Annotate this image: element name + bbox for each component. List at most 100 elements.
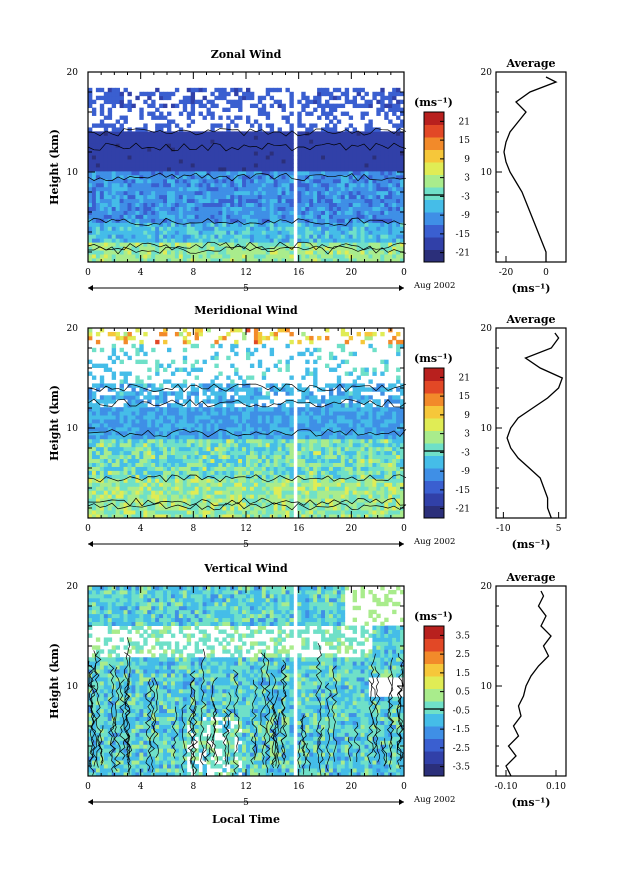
average-x-tick-label: 0 bbox=[543, 268, 549, 278]
x-tick-label: 8 bbox=[190, 524, 196, 534]
colorbar-swatch bbox=[424, 249, 444, 263]
average-profile-line bbox=[506, 332, 564, 519]
panel-3: Vertical Wind Height (km) 20 10 0 4 8 12 16 20 0 5 A… bbox=[48, 562, 567, 809]
panel-2: Meridional Wind Height (km) 20 10 0 4 8 12 16 20 0… bbox=[48, 304, 567, 551]
x-tick-label: 20 bbox=[346, 268, 358, 278]
y-tick-label: 20 bbox=[67, 68, 79, 78]
panel-title: Zonal Wind bbox=[211, 48, 282, 61]
average-x-tick-label: 0.10 bbox=[546, 782, 566, 792]
colorbar-tick-label: 15 bbox=[459, 136, 471, 146]
y-tick-label: 20 bbox=[67, 582, 79, 592]
x-tick-label: 0 bbox=[85, 524, 91, 534]
colorbar-swatch bbox=[424, 638, 444, 652]
colorbar-swatch bbox=[424, 443, 444, 456]
colorbar-swatch bbox=[424, 199, 444, 213]
x-tick-label: 0 bbox=[401, 524, 407, 534]
x-tick-label: 4 bbox=[138, 524, 144, 534]
colorbar-swatch bbox=[424, 626, 444, 639]
x-tick-label: 0 bbox=[85, 268, 91, 278]
heatmap-cells bbox=[88, 87, 405, 263]
average-x-tick-label: -20 bbox=[499, 268, 514, 278]
colorbar-frame bbox=[423, 625, 445, 777]
colorbar-swatch bbox=[424, 468, 444, 481]
average-profile: Average 20 10 -10 5 (ms⁻¹) bbox=[481, 313, 567, 551]
average-frame bbox=[495, 585, 567, 777]
colorbar-swatch bbox=[424, 393, 444, 406]
average-x-tick-label: -10 bbox=[496, 524, 511, 534]
colorbar-unit: (ms⁻¹) bbox=[414, 96, 453, 109]
panel-1: Zonal Wind Height (km) 20 10 0 4 8 12 16 20 0 5 Aug … bbox=[48, 48, 567, 295]
colorbar-tick-label: -2.5 bbox=[453, 744, 471, 754]
colorbar-swatch bbox=[424, 174, 444, 188]
colorbar-tick-label: -9 bbox=[461, 467, 470, 477]
colorbar-swatch bbox=[424, 368, 444, 381]
y-axis-label: Height (km) bbox=[48, 643, 61, 719]
colorbar-frame bbox=[423, 111, 445, 263]
x-axis-label: Local Time bbox=[212, 813, 280, 826]
colorbar-swatch bbox=[424, 212, 444, 225]
colorbar-swatch bbox=[424, 493, 444, 506]
colorbar-tick-label: 9 bbox=[464, 411, 470, 421]
average-y-tick-label: 10 bbox=[481, 682, 493, 692]
x-tick-label: 0 bbox=[401, 268, 407, 278]
heatmap-cells bbox=[88, 586, 405, 777]
y-tick-label: 20 bbox=[67, 324, 79, 334]
colorbar-swatch bbox=[424, 418, 444, 431]
average-profile-line bbox=[503, 76, 558, 262]
average-title: Average bbox=[505, 571, 555, 584]
average-title: Average bbox=[505, 313, 555, 326]
average-frame bbox=[495, 71, 567, 263]
x-tick-label: 4 bbox=[138, 782, 144, 792]
heatmap-cells bbox=[88, 328, 405, 519]
x-tick-label: 8 bbox=[190, 268, 196, 278]
colorbar-swatch bbox=[424, 162, 444, 175]
x-tick-label: 12 bbox=[240, 782, 251, 792]
colorbar-swatch bbox=[424, 651, 444, 664]
colorbar-swatch bbox=[424, 149, 444, 163]
colorbar-tick-label: 15 bbox=[459, 392, 471, 402]
x-tick-label: 16 bbox=[293, 524, 305, 534]
average-profile: Average 20 10 -0.10 0.10 (ms⁻¹) bbox=[481, 571, 567, 809]
panel-title: Vertical Wind bbox=[203, 562, 288, 575]
x-tick-label: 20 bbox=[346, 524, 358, 534]
day-label: 5 bbox=[243, 540, 249, 550]
colorbar-tick-label: 3 bbox=[464, 430, 470, 440]
colorbar-swatch bbox=[424, 380, 444, 394]
average-y-tick-label: 20 bbox=[481, 582, 493, 592]
average-title: Average bbox=[505, 57, 555, 70]
colorbar-unit: (ms⁻¹) bbox=[414, 352, 453, 365]
panel-title: Meridional Wind bbox=[194, 304, 298, 317]
average-profile: Average 20 10 -20 0 (ms⁻¹) bbox=[481, 57, 567, 295]
colorbar-swatch bbox=[424, 224, 444, 238]
day-label: 5 bbox=[243, 284, 249, 294]
date-label: Aug 2002 bbox=[413, 281, 455, 291]
day-label: 5 bbox=[243, 798, 249, 808]
colorbar-tick-label: 2.5 bbox=[456, 650, 471, 660]
average-y-tick-label: 10 bbox=[481, 168, 493, 178]
x-tick-label: 0 bbox=[401, 782, 407, 792]
average-frame bbox=[495, 327, 567, 519]
colorbar-tick-label: -3 bbox=[461, 448, 470, 458]
colorbar-swatch bbox=[424, 713, 444, 727]
colorbar-swatch bbox=[424, 701, 444, 714]
colorbar-tick-label: -0.5 bbox=[453, 706, 471, 716]
date-label: Aug 2002 bbox=[413, 537, 455, 547]
colorbar: (ms⁻¹)3.5 2.5 1.5 0.5 -0.5 -1.5 -2.5 -3.5 bbox=[414, 610, 470, 777]
colorbar-swatch bbox=[424, 505, 444, 519]
y-tick-label: 10 bbox=[67, 424, 79, 434]
colorbar-tick-label: 9 bbox=[464, 155, 470, 165]
average-x-tick-label: -0.10 bbox=[494, 782, 517, 792]
colorbar-swatch bbox=[424, 663, 444, 677]
colorbar-tick-label: -21 bbox=[456, 249, 471, 259]
colorbar-tick-label: -15 bbox=[456, 486, 471, 496]
colorbar-swatch bbox=[424, 112, 444, 125]
x-tick-label: 0 bbox=[85, 782, 91, 792]
colorbar-tick-label: -3.5 bbox=[453, 763, 471, 773]
x-tick-label: 16 bbox=[293, 782, 305, 792]
colorbar-swatch bbox=[424, 405, 444, 419]
average-y-tick-label: 20 bbox=[481, 324, 493, 334]
colorbar-swatch bbox=[424, 187, 444, 200]
y-axis-label: Height (km) bbox=[48, 385, 61, 461]
colorbar: (ms⁻¹) 21 15 9 3 -3 -9 -15 -21 bbox=[414, 352, 470, 519]
